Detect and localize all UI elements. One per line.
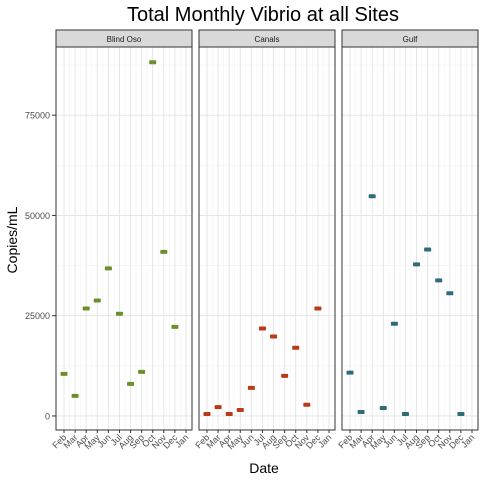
y-tick-label: 0 — [45, 411, 50, 421]
facet-panel: Blind OsoFebMarAprMayJunJulAugSepOctNovD… — [50, 29, 193, 451]
data-point — [60, 371, 68, 376]
data-point — [247, 385, 255, 390]
x-tick-label: Jan — [459, 432, 476, 449]
data-point — [236, 407, 244, 412]
data-point — [270, 334, 278, 339]
data-point — [225, 411, 233, 416]
facet-strip — [55, 29, 193, 48]
data-point — [138, 369, 146, 374]
y-axis-label: Copies/mL — [4, 206, 20, 273]
facet-strip — [341, 29, 479, 48]
data-point — [446, 291, 454, 296]
panel-background — [199, 47, 335, 430]
data-point — [368, 194, 376, 199]
y-axis: 0 25000 50000 75000 — [25, 111, 56, 421]
data-point — [149, 60, 157, 65]
data-point — [281, 373, 289, 378]
x-tick-label: Jan — [316, 432, 333, 449]
data-point — [104, 266, 112, 271]
panel-background — [56, 47, 192, 430]
facet-strip-label: Canals — [255, 35, 280, 44]
y-tick-label: 75000 — [25, 111, 50, 121]
data-point — [401, 411, 409, 416]
facet-strip — [198, 29, 336, 48]
data-point — [258, 326, 266, 331]
data-point — [203, 411, 211, 416]
data-point — [303, 402, 311, 407]
facet-strip-label: Gulf — [403, 35, 418, 44]
y-tick-label: 50000 — [25, 211, 50, 221]
data-point — [71, 393, 79, 398]
x-axis-label: Date — [249, 460, 279, 476]
data-point — [127, 381, 135, 386]
data-point — [82, 306, 90, 311]
x-tick-label: Jan — [173, 432, 190, 449]
data-point — [357, 409, 365, 414]
data-point — [413, 262, 421, 267]
data-point — [115, 311, 123, 316]
chart-title: Total Monthly Vibrio at all Sites — [127, 4, 399, 26]
data-point — [379, 405, 387, 410]
data-point — [314, 306, 322, 311]
facet-panel: CanalsFebMarAprMayJunJulAugSepOctNovDecJ… — [193, 29, 336, 451]
data-point — [390, 321, 398, 326]
facet-strip-label: Blind Oso — [107, 35, 142, 44]
facet-panels: Blind OsoFebMarAprMayJunJulAugSepOctNovD… — [50, 29, 479, 451]
y-tick-label: 25000 — [25, 311, 50, 321]
data-point — [424, 247, 432, 252]
data-point — [171, 324, 179, 329]
data-point — [435, 278, 443, 283]
data-point — [292, 345, 300, 350]
data-point — [93, 298, 101, 303]
data-point — [346, 370, 354, 375]
data-point — [160, 249, 168, 254]
data-point — [457, 411, 465, 416]
data-point — [214, 405, 222, 410]
panel-background — [342, 47, 478, 430]
